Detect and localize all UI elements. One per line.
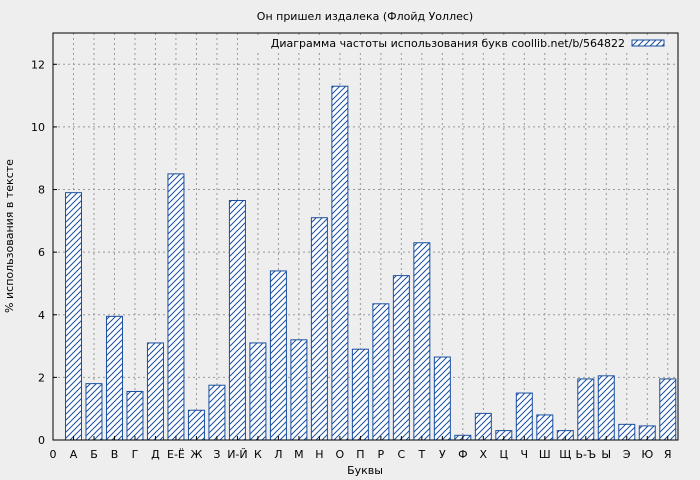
bar <box>85 383 103 441</box>
x-tick-label: З <box>213 448 220 461</box>
x-tick-label: И-Й <box>227 448 247 461</box>
x-tick-label: Н <box>315 448 323 461</box>
y-tick-label: 6 <box>38 246 45 259</box>
x-tick-label: Ц <box>500 448 509 461</box>
x-tick-label: Т <box>417 448 425 461</box>
bar <box>413 242 431 441</box>
legend-swatch <box>631 39 665 47</box>
x-axis: 0 А Б В Г Д Е-Ё Ж З И-Й К Л М Н О П Р С Т У Ф Х Ц Ч Ш Щ Ь-Ъ Ы Э Ю Я <box>50 436 672 461</box>
y-tick-label: 0 <box>38 434 45 447</box>
bar <box>392 275 410 441</box>
x-tick-label: Р <box>378 448 385 461</box>
y-tick-label: 4 <box>38 309 45 322</box>
x-tick-label: Г <box>132 448 139 461</box>
x-tick-label: У <box>439 448 446 461</box>
x-tick-label: Б <box>90 448 98 461</box>
y-tick-label: 12 <box>31 58 45 71</box>
y-tick-label: 2 <box>38 371 45 384</box>
bar <box>146 342 164 441</box>
bar <box>433 356 451 441</box>
x-tick-label: Ж <box>191 448 203 461</box>
bar <box>351 348 369 441</box>
bar <box>331 85 349 441</box>
x-tick-label: Ч <box>521 448 529 461</box>
x-tick-label: Ы <box>601 448 611 461</box>
legend-label: Диаграмма частоты использования букв coo… <box>271 37 625 50</box>
bar <box>228 199 246 441</box>
bar <box>249 342 267 441</box>
x-tick-label: Я <box>664 448 672 461</box>
bar <box>515 392 533 441</box>
x-tick-label: Ь-Ъ <box>575 448 596 461</box>
x-tick-label: Л <box>274 448 282 461</box>
y-axis: 0 2 4 6 8 10 12 <box>31 58 57 447</box>
bar <box>187 409 205 441</box>
x-tick-label: Ф <box>458 448 467 461</box>
bar <box>659 378 677 441</box>
y-axis-label: % использования в тексте <box>3 159 16 313</box>
bar <box>290 339 308 441</box>
x-axis-label: Буквы <box>347 464 383 477</box>
bar <box>208 384 226 441</box>
x-tick-label: Д <box>151 448 160 461</box>
y-tick-label: 10 <box>31 121 45 134</box>
bar <box>126 390 144 441</box>
legend: Диаграмма частоты использования букв coo… <box>240 35 673 51</box>
bar <box>167 173 185 441</box>
plot-frame <box>52 32 679 441</box>
x-tick-label: К <box>254 448 262 461</box>
bar <box>105 315 123 441</box>
x-tick-label: Э <box>623 448 631 461</box>
bar <box>372 303 390 441</box>
legend-background <box>240 35 673 51</box>
bars <box>64 85 677 441</box>
bar <box>310 217 328 441</box>
chart-title: Он пришел издалека (Флойд Уоллес) <box>257 10 473 23</box>
x-tick-label: Щ <box>559 448 571 461</box>
x-tick-label: Ш <box>539 448 551 461</box>
bar <box>597 375 615 441</box>
x-tick-label: О <box>336 448 345 461</box>
x-tick-label: Ю <box>641 448 653 461</box>
x-tick-label: П <box>356 448 364 461</box>
x-tick-label: Х <box>480 448 488 461</box>
bar <box>269 270 287 441</box>
y-tick-label: 8 <box>38 184 45 197</box>
x-tick-label: А <box>70 448 78 461</box>
grid-lines <box>53 33 678 440</box>
bar <box>64 192 82 441</box>
x-tick-label: В <box>111 448 119 461</box>
x-tick-label: Е-Ё <box>167 448 185 461</box>
x-tick-label: 0 <box>50 448 57 461</box>
x-tick-label: С <box>398 448 406 461</box>
bar <box>577 378 595 441</box>
x-tick-label: М <box>294 448 304 461</box>
